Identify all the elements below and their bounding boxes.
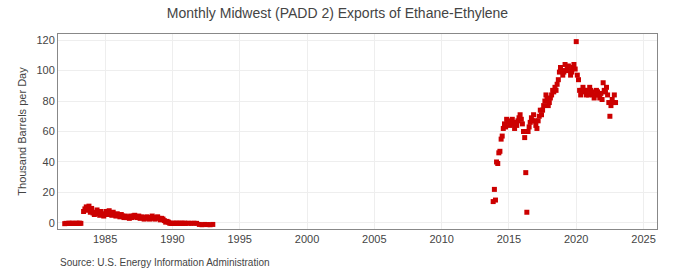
svg-text:60: 60	[43, 125, 55, 137]
svg-text:Source: U.S. Energy Informatio: Source: U.S. Energy Information Administ…	[60, 257, 270, 268]
svg-text:120: 120	[36, 34, 54, 46]
svg-text:80: 80	[43, 95, 55, 107]
svg-text:1990: 1990	[160, 233, 184, 245]
svg-text:40: 40	[43, 156, 55, 168]
svg-text:2025: 2025	[631, 233, 655, 245]
svg-text:2020: 2020	[564, 233, 588, 245]
svg-text:1995: 1995	[227, 233, 251, 245]
svg-text:20: 20	[43, 186, 55, 198]
svg-text:2015: 2015	[497, 233, 521, 245]
svg-text:100: 100	[36, 64, 54, 76]
svg-text:Thousand Barrels per Day: Thousand Barrels per Day	[16, 67, 28, 196]
svg-text:2000: 2000	[295, 233, 319, 245]
svg-text:0: 0	[49, 217, 55, 229]
svg-text:1985: 1985	[93, 233, 117, 245]
svg-text:2010: 2010	[429, 233, 453, 245]
svg-text:2005: 2005	[362, 233, 386, 245]
svg-text:Monthly Midwest (PADD 2) Expor: Monthly Midwest (PADD 2) Exports of Etha…	[167, 5, 509, 21]
